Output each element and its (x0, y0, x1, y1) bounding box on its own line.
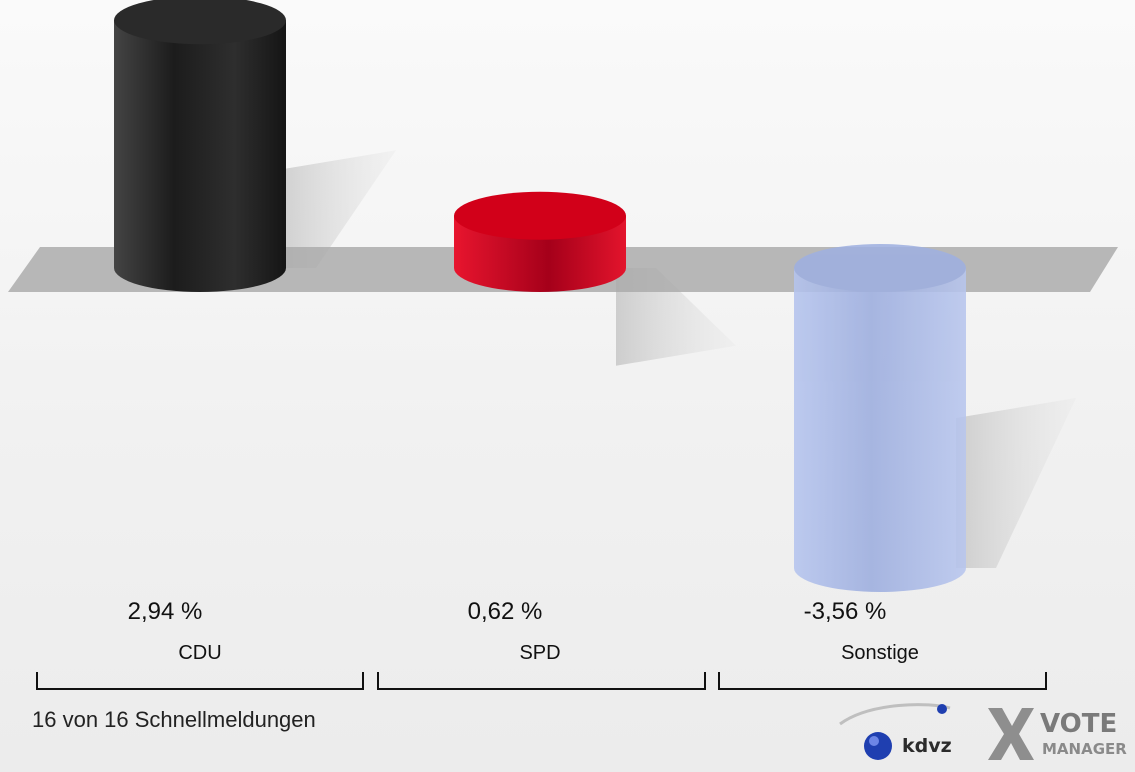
bar-top-sonstige (794, 244, 966, 292)
bracket-spd (377, 672, 706, 690)
manager-logo-text: MANAGER (1042, 740, 1127, 758)
bar-shadow-spd (616, 268, 736, 366)
category-label-spd: SPD (519, 642, 561, 664)
kdvz-logo-text: kdvz (902, 735, 952, 757)
bar-cdu (114, 0, 286, 292)
logos: kdvz VOTE MANAGER (839, 703, 1127, 760)
kdvz-swoosh-icon (839, 703, 951, 726)
bracket-cdu (36, 672, 364, 690)
kdvz-ball-highlight (869, 736, 879, 746)
category-label-sonstige: Sonstige (841, 642, 919, 664)
kdvz-small-ball-icon (937, 704, 947, 714)
bar-spd (454, 191, 626, 292)
value-label-cdu: 2,94 % (127, 598, 203, 625)
status-text: 16 von 16 Schnellmeldungen (32, 707, 316, 732)
bar-top-spd (454, 191, 626, 240)
bracket-sonstige (718, 672, 1047, 690)
bar-shadow-sonstige (956, 398, 1076, 568)
bar-shadow-cdu (276, 150, 396, 268)
bar-top-cdu (114, 0, 286, 45)
kdvz-ball-icon (864, 732, 892, 760)
value-label-sonstige: -3,56 % (803, 598, 887, 625)
category-label-cdu: CDU (178, 642, 222, 664)
vote-logo-text: VOTE (1040, 709, 1117, 739)
vote-x-icon (988, 708, 1034, 760)
bar-sonstige (794, 244, 966, 592)
value-label-spd: 0,62 % (467, 598, 543, 625)
bar-body-sonstige (794, 268, 966, 592)
bar-body-cdu (114, 20, 286, 292)
